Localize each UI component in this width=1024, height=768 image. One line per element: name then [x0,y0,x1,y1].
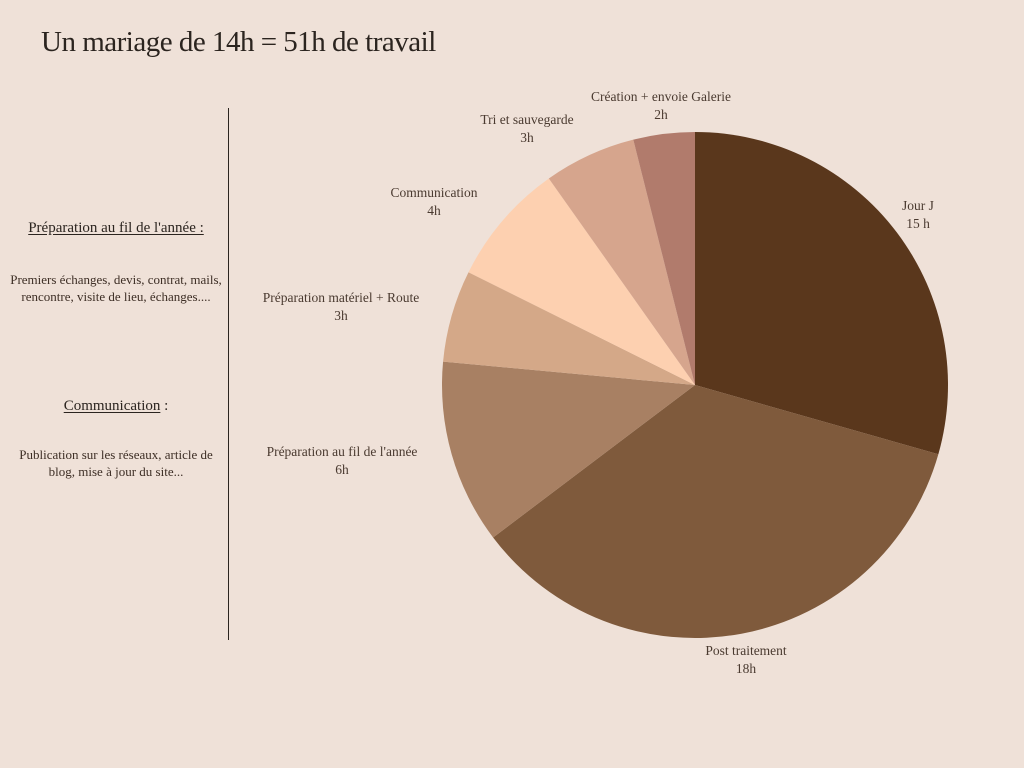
slice-value-label-4: 4h [427,203,441,218]
slice-label-2: Préparation au fil de l'année [267,444,418,459]
vertical-divider [228,108,229,640]
slice-label-5: Tri et sauvegarde [480,112,573,127]
pie-slice-0 [695,132,948,455]
slice-value-label-0: 15 h [906,216,930,231]
slice-value-label-1: 18h [736,661,757,676]
slice-label-1: Post traitement [705,643,787,658]
section-heading-communication-suffix: : [160,398,169,414]
pie-labels: Jour J 15 h Post traitement 18h Préparation … [263,89,934,676]
slice-label-4: Communication [391,185,478,200]
pie-slice-2 [442,361,695,538]
pie-slices [442,132,948,638]
slice-label-3: Préparation matériel + Route [263,290,419,305]
slice-value-label-6: 2h [654,107,668,122]
pie-slice-1 [493,385,939,638]
section-text-communication: Publication sur les réseaux, article de … [19,447,213,479]
pie-slice-3 [443,272,695,385]
section-heading-communication: Communication : [8,398,224,415]
section-heading-communication-text: Communication [63,398,161,414]
section-heading-preparation: Préparation au fil de l'année : [8,220,224,237]
page-title: Un mariage de 14h = 51h de travail [41,26,436,58]
section-heading-preparation-text: Préparation au fil de l'année : [28,220,204,236]
slice-label-6: Création + envoie Galerie [591,89,731,104]
section-text-preparation: Premiers échanges, devis, contrat, mails… [10,272,222,304]
slice-value-label-2: 6h [335,462,349,477]
slice-value-label-3: 3h [334,308,348,323]
pie-slice-4 [468,178,695,385]
pie-slice-6 [633,132,695,385]
slice-label-0: Jour J [902,198,934,213]
slice-value-label-5: 3h [520,130,534,145]
pie-slice-5 [548,139,695,385]
